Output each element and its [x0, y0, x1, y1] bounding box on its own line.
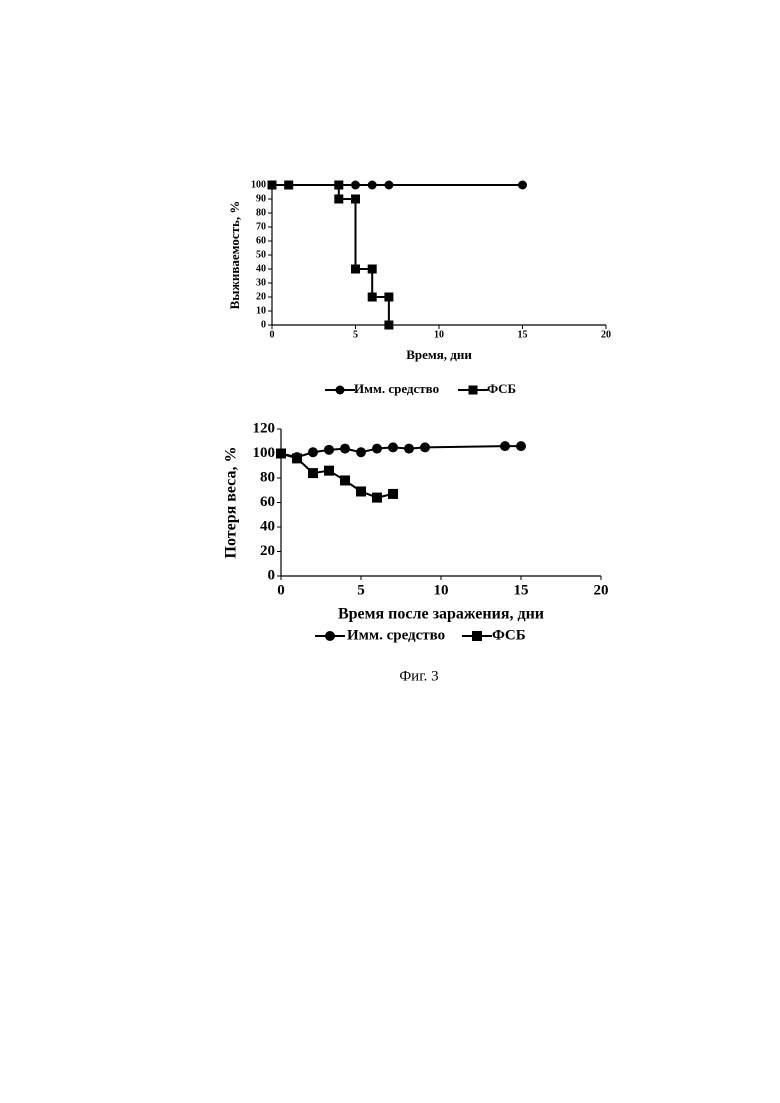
- page: {"chart_data": [ {"type": "line", "y_lab…: [0, 0, 780, 1103]
- y-tick-label: 30: [256, 277, 266, 288]
- y-tick-label: 60: [260, 494, 275, 510]
- y-tick-label: 20: [256, 291, 266, 302]
- y-tick-label: 20: [260, 543, 275, 559]
- x-tick-label: 20: [601, 329, 611, 340]
- legend-label: ФСБ: [487, 381, 516, 396]
- x-tick-label: 0: [277, 582, 285, 598]
- data-point: [340, 444, 350, 454]
- data-point: [384, 293, 393, 302]
- data-point: [340, 475, 350, 485]
- y-tick-label: 50: [256, 249, 266, 260]
- data-point: [404, 444, 414, 454]
- x-tick-label: 10: [434, 329, 444, 340]
- y-axis-label: Потеря веса, %: [223, 447, 240, 559]
- y-tick-label: 80: [256, 207, 266, 218]
- y-tick-label: 70: [256, 221, 266, 232]
- legend-marker: [325, 631, 335, 641]
- y-tick-label: 120: [253, 420, 276, 436]
- figure-caption: Фиг. 3: [399, 668, 438, 684]
- x-tick-label: 10: [434, 582, 449, 598]
- data-point: [368, 293, 377, 302]
- data-point: [388, 489, 398, 499]
- legend-label: Имм. средство: [354, 381, 439, 396]
- data-point: [388, 442, 398, 452]
- legend-marker: [472, 631, 482, 641]
- data-point: [518, 181, 527, 190]
- legend-marker: [469, 386, 478, 395]
- y-tick-label: 0: [268, 567, 276, 583]
- series-line: [272, 185, 389, 325]
- y-tick-label: 0: [261, 319, 266, 330]
- y-tick-label: 10: [256, 305, 266, 316]
- data-point: [292, 453, 302, 463]
- data-point: [308, 468, 318, 478]
- figure: Фиг. 3 051015200102030405060708090100Выж…: [0, 0, 780, 1103]
- data-point: [351, 195, 360, 204]
- data-point: [324, 466, 334, 476]
- x-axis-label: Время, дни: [406, 347, 472, 362]
- y-tick-label: 80: [260, 469, 275, 485]
- data-point: [324, 445, 334, 455]
- data-point: [276, 449, 286, 459]
- y-tick-label: 90: [256, 193, 266, 204]
- data-point: [500, 441, 510, 451]
- x-tick-label: 20: [594, 582, 609, 598]
- data-point: [351, 181, 360, 190]
- data-point: [368, 265, 377, 274]
- x-tick-label: 5: [357, 582, 365, 598]
- x-tick-label: 15: [514, 582, 529, 598]
- legend-label: ФСБ: [492, 627, 526, 643]
- data-point: [420, 442, 430, 452]
- x-tick-label: 15: [518, 329, 528, 340]
- data-point: [356, 447, 366, 457]
- data-point: [368, 181, 377, 190]
- y-tick-label: 100: [253, 445, 276, 461]
- data-point: [372, 493, 382, 503]
- y-tick-label: 40: [260, 518, 275, 534]
- y-tick-label: 100: [251, 179, 266, 190]
- x-tick-label: 5: [353, 329, 358, 340]
- data-point: [384, 321, 393, 330]
- data-point: [372, 444, 382, 454]
- data-point: [284, 181, 293, 190]
- y-tick-label: 40: [256, 263, 266, 274]
- data-point: [516, 441, 526, 451]
- x-tick-label: 0: [270, 329, 275, 340]
- data-point: [268, 181, 277, 190]
- data-point: [384, 181, 393, 190]
- y-axis-label: Выживаемость, %: [227, 201, 242, 310]
- y-tick-label: 60: [256, 235, 266, 246]
- data-point: [308, 447, 318, 457]
- legend-label: Имм. средство: [347, 627, 445, 643]
- legend-marker: [336, 386, 345, 395]
- data-point: [351, 265, 360, 274]
- data-point: [356, 486, 366, 496]
- x-axis-label: Время после заражения, дни: [338, 606, 544, 623]
- data-point: [334, 195, 343, 204]
- data-point: [334, 181, 343, 190]
